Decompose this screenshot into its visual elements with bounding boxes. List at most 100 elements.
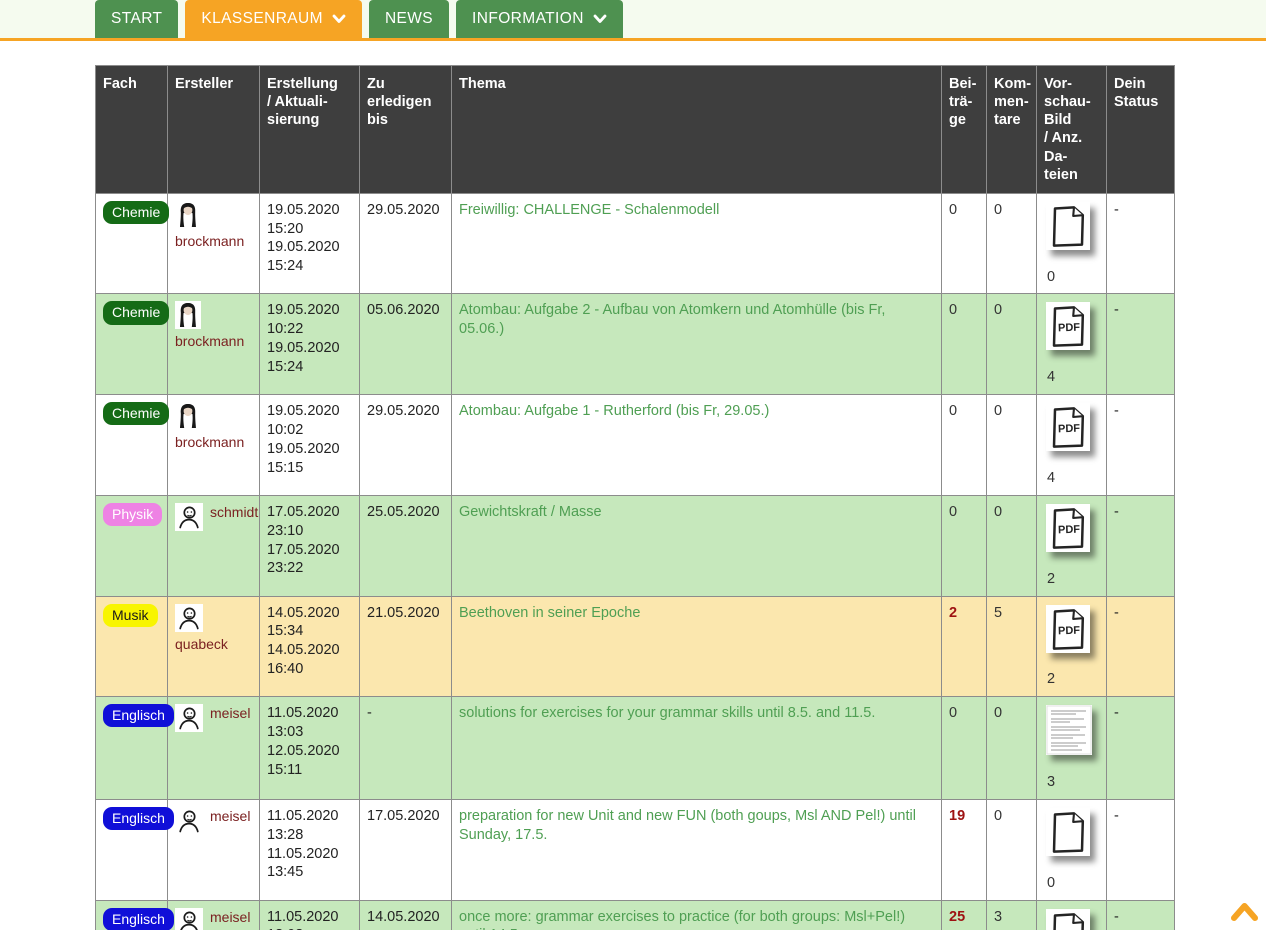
tab-start[interactable]: START bbox=[95, 0, 179, 38]
back-to-top-button[interactable] bbox=[1230, 901, 1259, 922]
creator-cell: brockmann bbox=[167, 293, 260, 396]
file-count: 2 bbox=[1047, 671, 1056, 688]
subject-badge[interactable]: Chemie bbox=[103, 200, 170, 224]
subject-cell: Englisch bbox=[95, 696, 174, 800]
creator-cell: meisel bbox=[167, 899, 260, 930]
creator-cell: meisel bbox=[167, 798, 260, 901]
subject-badge[interactable]: Musik bbox=[103, 603, 158, 627]
pdf-thumbnail-icon[interactable]: PDF bbox=[1046, 604, 1090, 653]
topic-cell: once more: grammar exercises to practice… bbox=[451, 899, 942, 930]
topic-link[interactable]: once more: grammar exercises to practice… bbox=[459, 908, 906, 930]
subject-badge[interactable]: Englisch bbox=[103, 806, 174, 830]
subject-cell: Chemie bbox=[95, 293, 170, 396]
preview-cell: PDF 4 bbox=[1036, 394, 1107, 496]
chevron-up-icon bbox=[1230, 903, 1259, 925]
created-updated-cell: 19.05.2020 15:20 19.05.2020 15:24 bbox=[259, 192, 360, 295]
comments-cell: 3 bbox=[986, 899, 1037, 930]
due-date-cell: 29.05.2020 bbox=[359, 394, 452, 496]
tab-label: INFORMATION bbox=[472, 10, 584, 27]
posts-cell: 0 bbox=[941, 293, 987, 396]
creator-link[interactable]: meisel bbox=[210, 807, 251, 824]
creator-cell: brockmann bbox=[167, 192, 260, 295]
avatar-doodle-icon bbox=[175, 806, 203, 835]
posts-cell: 0 bbox=[941, 394, 987, 496]
comments-cell: 0 bbox=[986, 494, 1037, 597]
creator-cell: brockmann bbox=[167, 394, 260, 496]
created-updated-cell: 11.05.2020 13:08 11.05.2020 13:48 bbox=[259, 899, 360, 930]
topic-link[interactable]: Freiwillig: CHALLENGE - Schalenmodell bbox=[459, 201, 720, 218]
creator-cell: schmidt bbox=[167, 494, 260, 597]
col-header-kommentare: Kom- men- tare bbox=[986, 65, 1037, 194]
document-thumbnail-icon[interactable] bbox=[1046, 807, 1090, 856]
created-updated-cell: 11.05.2020 13:03 12.05.2020 15:11 bbox=[259, 696, 360, 800]
comments-cell: 0 bbox=[986, 192, 1037, 295]
table-row: Englisch meisel 11.05.2020 13:08 11.05.2… bbox=[95, 899, 1175, 930]
creator-link[interactable]: quabeck bbox=[175, 635, 228, 652]
subject-cell: Physik bbox=[95, 494, 168, 597]
pdf-thumbnail-icon[interactable]: PDF bbox=[1046, 403, 1090, 452]
topic-cell: preparation for new Unit and new FUN (bo… bbox=[451, 798, 942, 901]
topic-link[interactable]: preparation for new Unit and new FUN (bo… bbox=[459, 807, 916, 843]
subject-badge[interactable]: Englisch bbox=[103, 704, 174, 728]
tab-klassenraum[interactable]: KLASSENRAUM bbox=[185, 0, 362, 38]
creator-link[interactable]: brockmann bbox=[175, 333, 245, 350]
due-date-cell: - bbox=[359, 696, 452, 800]
subject-badge[interactable]: Chemie bbox=[103, 402, 170, 426]
preview-cell: PDF 2 bbox=[1036, 595, 1107, 698]
topic-link[interactable]: Gewichtskraft / Masse bbox=[459, 503, 602, 520]
posts-cell: 0 bbox=[941, 192, 987, 295]
creator-link[interactable]: meisel bbox=[210, 705, 251, 722]
topic-link[interactable]: Atombau: Aufgabe 1 - Rutherford (bis Fr,… bbox=[459, 403, 770, 420]
topic-link[interactable]: solutions for exercises for your grammar… bbox=[459, 705, 876, 722]
pdf-thumbnail-icon[interactable]: PDF bbox=[1046, 503, 1090, 552]
subject-cell: Chemie bbox=[95, 394, 170, 496]
avatar-photo-icon bbox=[175, 200, 201, 229]
document-thumbnail-icon[interactable] bbox=[1046, 201, 1090, 250]
posts-cell: 0 bbox=[941, 696, 987, 800]
tab-label: KLASSENRAUM bbox=[201, 10, 323, 27]
created-updated-cell: 17.05.2020 23:10 17.05.2020 23:22 bbox=[259, 494, 360, 597]
creator-link[interactable]: brockmann bbox=[175, 232, 245, 249]
topic-link[interactable]: Atombau: Aufgabe 2 - Aufbau von Atomkern… bbox=[459, 302, 886, 338]
creator-link[interactable]: brockmann bbox=[175, 434, 245, 451]
svg-text:PDF: PDF bbox=[1058, 423, 1081, 436]
created-updated-cell: 19.05.2020 10:02 19.05.2020 15:15 bbox=[259, 394, 360, 496]
posts-cell: 19 bbox=[941, 798, 987, 901]
comments-cell: 5 bbox=[986, 595, 1037, 698]
subject-badge[interactable]: Physik bbox=[103, 502, 163, 526]
tab-information[interactable]: INFORMATION bbox=[456, 0, 623, 38]
comments-cell: 0 bbox=[986, 798, 1037, 901]
avatar-doodle-icon bbox=[175, 603, 203, 632]
creator-cell: meisel bbox=[167, 696, 260, 800]
text-page-thumbnail-icon[interactable] bbox=[1046, 705, 1092, 756]
subject-cell: Englisch bbox=[95, 798, 174, 901]
comments-cell: 0 bbox=[986, 394, 1037, 496]
subject-badge[interactable]: Englisch bbox=[103, 907, 174, 930]
col-header-vorschau: Vor- schau- Bild / Anz. Da- teien bbox=[1036, 65, 1107, 194]
creator-link[interactable]: meisel bbox=[210, 908, 251, 925]
document-thumbnail-icon[interactable] bbox=[1046, 908, 1090, 930]
file-count: 3 bbox=[1047, 774, 1056, 791]
due-date-cell: 05.06.2020 bbox=[359, 293, 452, 396]
created-updated-cell: 14.05.2020 15:34 14.05.2020 16:40 bbox=[259, 595, 360, 698]
topic-link[interactable]: Beethoven in seiner Epoche bbox=[459, 604, 641, 621]
file-count: 0 bbox=[1047, 268, 1056, 285]
col-header-fach: Fach bbox=[95, 65, 168, 194]
tab-news[interactable]: NEWS bbox=[368, 0, 450, 38]
pdf-thumbnail-icon[interactable]: PDF bbox=[1046, 302, 1090, 351]
status-cell: - bbox=[1106, 696, 1175, 800]
preview-cell: PDF 4 bbox=[1036, 293, 1107, 396]
due-date-cell: 21.05.2020 bbox=[359, 595, 452, 698]
preview-cell: 0 bbox=[1036, 798, 1107, 901]
chevron-down-icon bbox=[593, 14, 607, 24]
col-header-erstellung: Erstellung / Aktuali- sierung bbox=[259, 65, 360, 194]
creator-link[interactable]: schmidt bbox=[210, 503, 259, 520]
table-header-row: Fach Ersteller Erstellung / Aktuali- sie… bbox=[95, 65, 1175, 194]
topic-cell: Gewichtskraft / Masse bbox=[451, 494, 942, 597]
topic-cell: Atombau: Aufgabe 2 - Aufbau von Atomkern… bbox=[451, 293, 942, 396]
preview-cell: 0 bbox=[1036, 899, 1107, 930]
subject-badge[interactable]: Chemie bbox=[103, 301, 170, 325]
avatar-doodle-icon bbox=[175, 907, 203, 930]
tab-label: START bbox=[111, 10, 163, 27]
